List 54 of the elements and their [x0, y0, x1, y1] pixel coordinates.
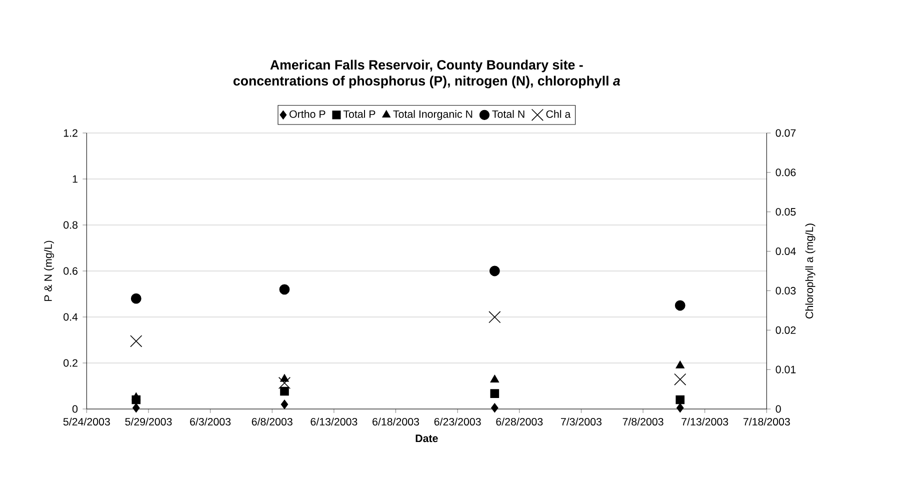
point	[132, 392, 140, 400]
legend-label: Total N	[492, 110, 524, 118]
y-tick-label: 0.4	[64, 313, 78, 321]
y-tick-label: 1	[72, 175, 78, 183]
point	[676, 403, 684, 413]
x-tick-label: 7/18/2003	[743, 418, 790, 426]
legend-label: Ortho P	[290, 110, 326, 118]
point	[130, 335, 142, 348]
x-tick-label: 6/18/2003	[372, 418, 420, 426]
x-tick-label: 6/23/2003	[434, 418, 481, 426]
y2-tick-label: 0.05	[776, 208, 796, 216]
point	[488, 311, 501, 324]
point	[280, 386, 289, 396]
y2-tick-label: 0.01	[776, 366, 796, 374]
y2-tick-label: 0.03	[776, 286, 796, 294]
x-tick-label: 7/8/2003	[622, 418, 664, 426]
y2-tick-label: 0.02	[776, 326, 796, 334]
legend-label: Total Inorganic N	[393, 110, 472, 120]
y2-tick-label: 0.04	[776, 248, 796, 256]
point	[676, 360, 684, 368]
point	[132, 403, 140, 413]
point	[130, 293, 142, 304]
point	[676, 395, 685, 404]
x-tick-label: 6/3/2003	[190, 418, 231, 426]
point	[279, 284, 290, 295]
point	[674, 300, 686, 311]
y2-axis-title: Chlorophyll a (mg/L)	[805, 224, 816, 318]
legend-label: Total P	[343, 110, 376, 118]
y-tick-label: 0.2	[64, 359, 78, 367]
x-tick-label: 5/24/2003	[63, 418, 110, 426]
y-tick-label: 0.8	[64, 221, 78, 229]
x-tick-label: 6/13/2003	[310, 418, 358, 426]
point	[278, 376, 291, 390]
chart-title: American Falls Reservoir, County Boundary site - concentrations of phosphorus (P), nitrogen (N), chlorophyll a	[233, 60, 620, 88]
point	[280, 400, 288, 410]
x-tick-label: 6/8/2003	[252, 418, 292, 426]
y2-tick-label: 0.06	[776, 168, 796, 176]
x-tick-label: 7/3/2003	[560, 418, 602, 426]
y-tick-label: 1.2	[64, 129, 78, 137]
x-tick-label: 6/28/2003	[496, 418, 543, 426]
point	[489, 266, 500, 276]
point	[490, 389, 500, 398]
y-axis-title: P & N (mg/L)	[44, 240, 54, 301]
y-tick-label: 0	[72, 405, 78, 413]
y2-tick-label: 0	[776, 405, 781, 413]
x-axis-title: Date	[416, 434, 438, 442]
x-tick-label: 7/13/2003	[682, 418, 728, 426]
x-tick-label: 5/29/2003	[125, 418, 172, 426]
y2-tick-label: 0.07	[776, 129, 796, 137]
legend-label: Chl a	[546, 110, 571, 118]
y-tick-label: 0.6	[64, 267, 78, 275]
point	[674, 373, 686, 386]
point	[491, 403, 498, 413]
point	[490, 374, 499, 382]
